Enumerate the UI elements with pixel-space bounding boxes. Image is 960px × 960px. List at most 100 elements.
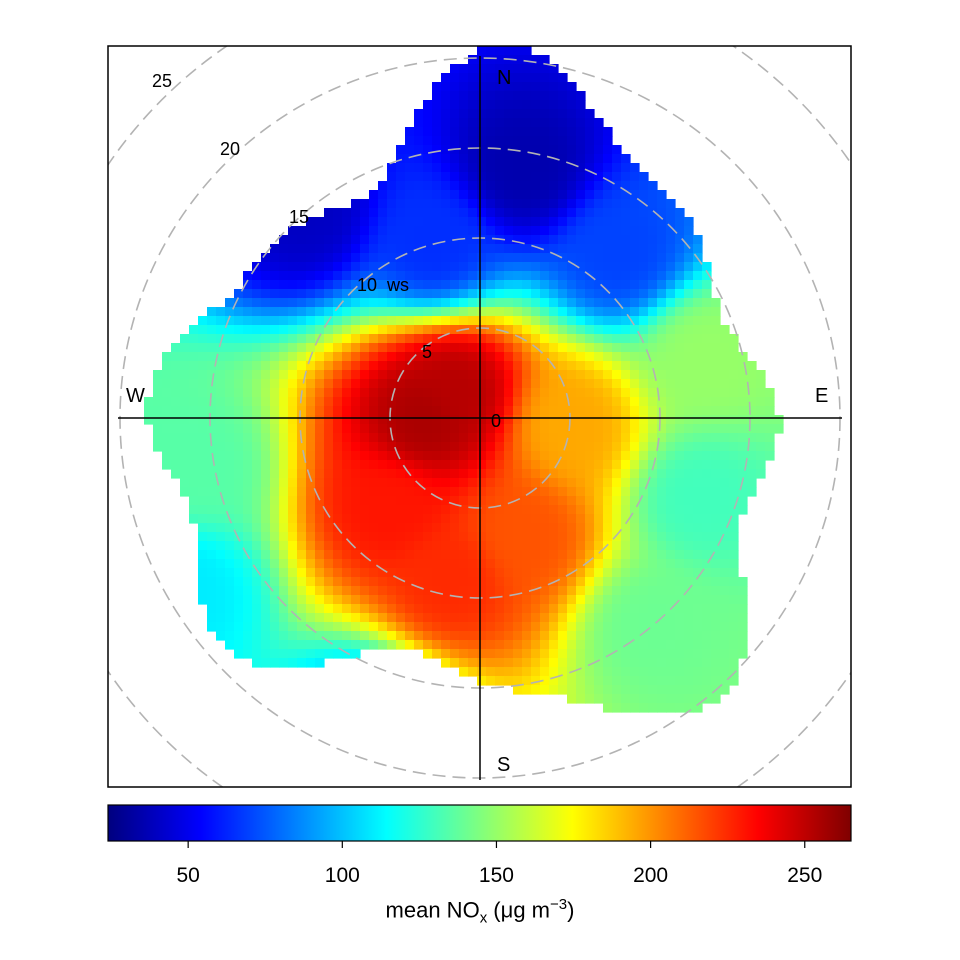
surface-cell bbox=[288, 487, 298, 497]
surface-cell bbox=[252, 649, 262, 659]
surface-cell bbox=[567, 478, 577, 488]
surface-cell bbox=[486, 316, 496, 326]
surface-cell bbox=[315, 289, 325, 299]
surface-cell bbox=[693, 604, 703, 614]
surface-cell bbox=[387, 613, 397, 623]
surface-cell bbox=[423, 541, 433, 551]
surface-cell bbox=[459, 262, 469, 272]
surface-cell bbox=[486, 568, 496, 578]
surface-cell bbox=[594, 235, 604, 245]
surface-cell bbox=[531, 271, 541, 281]
surface-cell bbox=[468, 487, 478, 497]
surface-cell bbox=[513, 469, 523, 479]
surface-cell bbox=[522, 559, 532, 569]
surface-cell bbox=[693, 460, 703, 470]
surface-cell bbox=[153, 442, 163, 452]
surface-cell bbox=[261, 316, 271, 326]
surface-cell bbox=[198, 514, 208, 524]
surface-cell bbox=[630, 352, 640, 362]
surface-cell bbox=[576, 217, 586, 227]
surface-cell bbox=[477, 415, 487, 425]
surface-cell bbox=[198, 343, 208, 353]
surface-cell bbox=[279, 280, 289, 290]
surface-cell bbox=[540, 415, 550, 425]
surface-cell bbox=[387, 487, 397, 497]
surface-cell bbox=[585, 397, 595, 407]
surface-cell bbox=[495, 640, 505, 650]
surface-cell bbox=[585, 325, 595, 335]
surface-cell bbox=[621, 289, 631, 299]
surface-cell bbox=[441, 424, 451, 434]
surface-cell bbox=[378, 460, 388, 470]
surface-cell bbox=[387, 244, 397, 254]
surface-cell bbox=[477, 199, 487, 209]
surface-cell bbox=[270, 253, 280, 263]
surface-cell bbox=[279, 649, 289, 659]
surface-cell bbox=[288, 316, 298, 326]
surface-cell bbox=[378, 226, 388, 236]
surface-cell bbox=[621, 217, 631, 227]
surface-cell bbox=[189, 505, 199, 515]
surface-cell bbox=[549, 307, 559, 317]
surface-cell bbox=[684, 271, 694, 281]
surface-cell bbox=[450, 163, 460, 173]
surface-cell bbox=[594, 208, 604, 218]
surface-cell bbox=[495, 469, 505, 479]
surface-cell bbox=[567, 298, 577, 308]
surface-cell bbox=[522, 415, 532, 425]
surface-cell bbox=[576, 226, 586, 236]
surface-cell bbox=[513, 514, 523, 524]
surface-cell bbox=[234, 433, 244, 443]
surface-cell bbox=[612, 613, 622, 623]
surface-cell bbox=[486, 298, 496, 308]
surface-cell bbox=[396, 433, 406, 443]
surface-cell bbox=[666, 334, 676, 344]
surface-cell bbox=[414, 145, 424, 155]
surface-cell bbox=[576, 694, 586, 704]
surface-cell bbox=[459, 496, 469, 506]
surface-cell bbox=[189, 343, 199, 353]
surface-cell bbox=[351, 559, 361, 569]
surface-cell bbox=[675, 649, 685, 659]
surface-cell bbox=[648, 451, 658, 461]
surface-cell bbox=[504, 352, 514, 362]
surface-cell bbox=[558, 109, 568, 119]
surface-cell bbox=[675, 460, 685, 470]
surface-cell bbox=[540, 136, 550, 146]
surface-cell bbox=[639, 406, 649, 416]
surface-cell bbox=[729, 604, 739, 614]
surface-cell bbox=[567, 541, 577, 551]
surface-cell bbox=[180, 478, 190, 488]
surface-cell bbox=[549, 685, 559, 695]
surface-cell bbox=[513, 487, 523, 497]
ws-ring-label-15: 15 bbox=[289, 207, 309, 227]
surface-cell bbox=[639, 397, 649, 407]
surface-cell bbox=[315, 280, 325, 290]
surface-cell bbox=[342, 559, 352, 569]
surface-cell bbox=[441, 100, 451, 110]
surface-cell bbox=[207, 316, 217, 326]
surface-cell bbox=[486, 46, 496, 56]
surface-cell bbox=[387, 460, 397, 470]
surface-cell bbox=[459, 649, 469, 659]
surface-cell bbox=[423, 226, 433, 236]
surface-cell bbox=[288, 577, 298, 587]
surface-cell bbox=[288, 397, 298, 407]
surface-cell bbox=[243, 631, 253, 641]
surface-cell bbox=[162, 388, 172, 398]
surface-cell bbox=[558, 649, 568, 659]
surface-cell bbox=[675, 361, 685, 371]
surface-cell bbox=[387, 451, 397, 461]
surface-cell bbox=[288, 352, 298, 362]
surface-cell bbox=[666, 460, 676, 470]
surface-cell bbox=[432, 415, 442, 425]
surface-cell bbox=[720, 577, 730, 587]
surface-cell bbox=[603, 442, 613, 452]
surface-cell bbox=[504, 280, 514, 290]
surface-cell bbox=[468, 343, 478, 353]
surface-cell bbox=[324, 361, 334, 371]
surface-cell bbox=[666, 496, 676, 506]
surface-cell bbox=[540, 496, 550, 506]
surface-cell bbox=[306, 406, 316, 416]
surface-cell bbox=[369, 343, 379, 353]
